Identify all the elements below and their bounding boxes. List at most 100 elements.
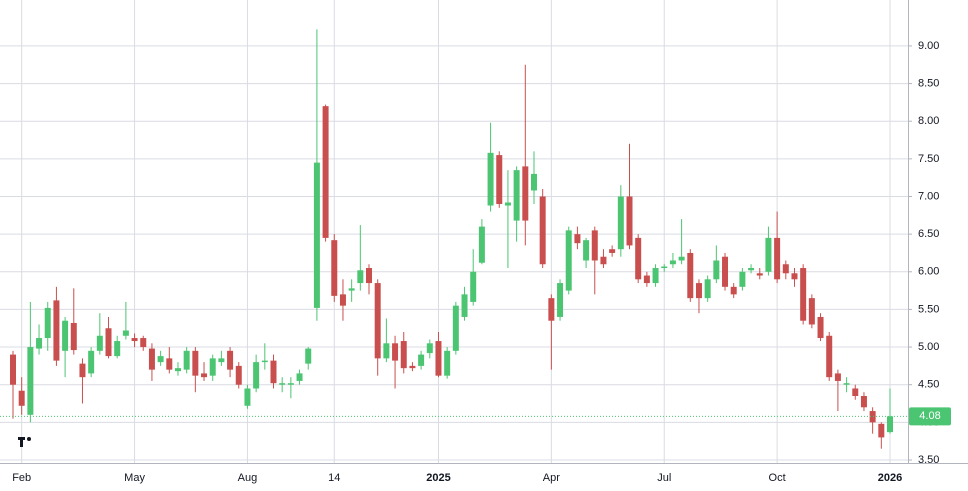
candle-body [843,383,850,385]
candle-body [635,237,642,280]
candle-body [409,365,416,369]
candle-body [313,162,320,308]
candle-body [730,286,737,295]
candle-body [148,348,155,370]
y-tick-label: 6.50 [918,228,939,240]
candle-body [261,360,268,363]
candle-body [270,360,277,384]
candle-body [826,335,833,378]
candle-body [530,173,537,191]
candle-body [504,202,511,206]
candle-body [157,356,164,363]
y-tick-label: 8.00 [918,115,939,127]
candle-body [661,266,668,269]
candle-body [444,350,451,376]
candle-body [791,273,798,280]
candle-body [287,383,294,385]
candle-body [565,230,572,291]
candle-body [739,271,746,287]
candle-body [383,343,390,359]
candle-body [583,240,590,261]
candle-body [617,196,624,250]
candle-body [470,271,477,302]
candle-body [609,249,616,253]
candle-body [704,279,711,299]
candle-body [296,373,303,381]
candle-body [756,273,763,276]
y-tick-label: 6.00 [918,266,939,278]
candle-body [174,368,181,372]
candle-body [218,358,225,363]
candle-body [305,348,312,364]
last-price-box [909,407,951,426]
candle-body [10,354,16,385]
candle-body [713,260,720,280]
candle-body [209,358,216,376]
y-tick-label: 5.50 [918,303,939,315]
candle-body [131,338,138,342]
candle-body [722,256,729,287]
candle-body [322,106,329,238]
candle-body [600,256,607,265]
candle-body [817,316,824,339]
candle-body [44,307,51,339]
candle-body [496,155,503,205]
y-tick-label: 5.00 [918,341,939,353]
candle-body [522,166,529,221]
x-tick-label: 2025 [426,472,450,484]
candle-body [183,350,190,370]
candle-body [626,196,633,246]
candle-body [878,423,885,438]
candle-body [400,341,407,369]
candle-body [331,240,338,296]
candle-body [478,226,485,263]
candle-body [643,275,650,284]
candle-body [348,288,355,291]
candle-body [487,152,494,206]
x-tick-label: May [124,472,145,484]
candle-body [574,234,581,244]
candle-body [366,268,373,284]
candle-body [418,354,425,366]
candle-body [105,328,112,357]
candle-body [192,350,199,376]
candle-body [695,283,702,299]
candle-body [513,170,520,221]
candle-body [279,383,286,385]
candle-body [166,358,173,370]
candle-body [834,373,841,381]
candle-body [557,283,564,317]
x-tick-label: Aug [238,472,258,484]
y-tick-label: 9.00 [918,40,939,52]
candle-body [374,283,381,359]
candle-body [253,362,260,389]
y-tick-label: 3.50 [918,454,939,466]
candle-body [70,322,77,351]
candle-body [36,338,43,349]
y-tick-label: 7.00 [918,190,939,202]
candle-body [88,350,95,374]
candle-body [548,298,555,321]
candle-body [678,256,685,261]
candle-body [669,260,676,265]
candle-body [235,365,242,385]
candle-body [79,363,86,378]
candle-body [461,294,468,317]
y-tick-label: 4.50 [918,379,939,391]
candle-body [782,264,789,274]
candle-body [869,411,876,423]
candle-body [114,341,121,357]
candle-body [748,268,755,271]
candle-body [122,330,129,336]
candle-body [53,300,60,361]
candle-body [392,343,399,361]
x-tick-label: Apr [543,472,560,484]
candle-body [357,270,364,284]
x-tick-label: 2026 [878,472,902,484]
candle-body [860,395,867,408]
candle-body [96,335,103,351]
y-tick-label: 7.50 [918,153,939,165]
candle-body [62,320,69,351]
logo [18,437,31,447]
